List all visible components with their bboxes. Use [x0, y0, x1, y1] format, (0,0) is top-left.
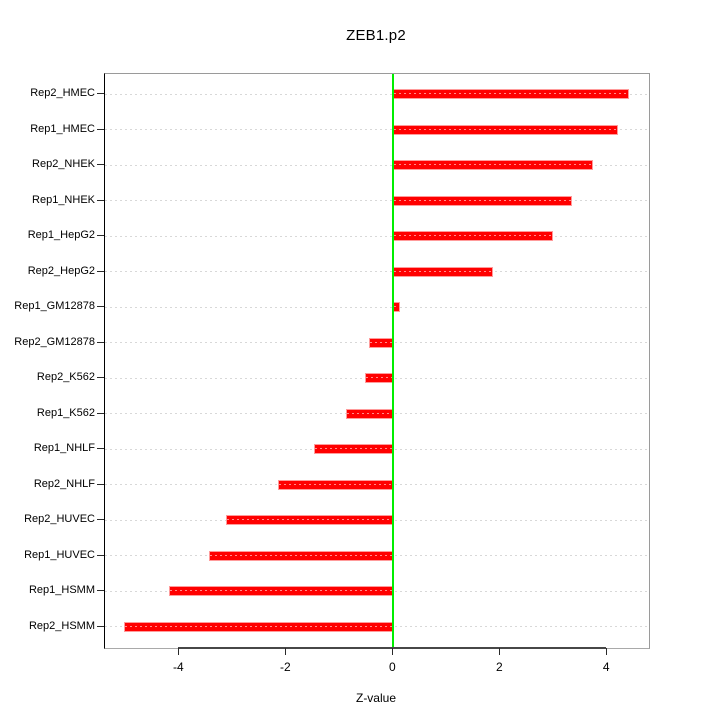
bar-grid-dash [394, 306, 399, 308]
bar [368, 337, 394, 348]
y-axis-tick [97, 377, 104, 379]
bar [364, 373, 394, 384]
x-tick-label: -4 [173, 660, 184, 674]
bar-grid-dash [314, 448, 393, 450]
category-label: Rep2_HMEC [30, 87, 95, 99]
gridline [105, 93, 649, 95]
y-axis-tick [97, 306, 104, 308]
bar-grid-dash [369, 341, 393, 343]
bar [225, 515, 394, 526]
category-label: Rep1_K562 [36, 406, 95, 419]
x-axis-label: Z-value [355, 691, 396, 705]
category-label: Rep2_K562 [36, 371, 95, 384]
x-axis-tick [499, 648, 501, 655]
bar-grid-dash [394, 164, 592, 166]
bar [208, 550, 394, 561]
y-axis-tick [97, 235, 104, 237]
bar-grid-dash [278, 483, 393, 485]
y-axis-tick [97, 483, 104, 485]
category-label: Rep1_HSMM [28, 584, 95, 597]
x-tick-label: 2 [495, 660, 503, 674]
y-axis-tick [97, 554, 104, 556]
plot-area [104, 73, 650, 649]
category-label: Rep1_HMEC [30, 122, 95, 135]
bar [393, 124, 618, 135]
gridline [105, 164, 649, 166]
y-axis-tick [97, 93, 104, 94]
category-label: Rep2_HUVEC [24, 513, 95, 526]
bar [313, 444, 394, 455]
y-axis-tick [97, 128, 104, 130]
gridline [105, 200, 649, 202]
chart-title: ZEB1.p2 [346, 27, 406, 44]
x-axis-tick [392, 648, 394, 655]
bar-grid-dash [394, 270, 492, 272]
bar-grid-dash [365, 377, 393, 379]
x-tick-label: 4 [602, 660, 610, 674]
y-axis-tick [97, 448, 104, 450]
bar-grid-dash [346, 412, 393, 414]
bar-grid-dash [209, 554, 393, 556]
x-axis-line [178, 647, 607, 649]
bar-grid-dash [169, 590, 393, 592]
x-axis-tick [178, 648, 180, 655]
bar [277, 479, 394, 490]
bar [168, 586, 394, 597]
bar-grid-dash [394, 235, 552, 237]
bar [393, 231, 553, 242]
y-axis-tick [97, 341, 104, 343]
bar-grid-dash [394, 93, 628, 94]
category-label: Rep2_HSMM [28, 619, 95, 632]
bar-grid-dash [394, 128, 617, 130]
gridline [105, 271, 649, 273]
category-label: Rep2_GM12878 [14, 335, 95, 348]
gridline [105, 129, 649, 131]
bar [345, 408, 394, 419]
bar [123, 621, 394, 632]
y-axis-tick [97, 199, 104, 201]
bar-grid-dash [226, 519, 393, 521]
bar-grid-dash [394, 199, 571, 201]
y-axis-tick [97, 412, 104, 414]
y-axis-tick [97, 164, 104, 166]
category-label: Rep2_NHEK [32, 158, 95, 171]
x-tick-label: -2 [279, 660, 291, 674]
bar [393, 195, 572, 206]
bar [393, 89, 629, 99]
category-label: Rep1_NHEK [32, 193, 95, 206]
bar [393, 266, 493, 277]
y-axis-tick [97, 625, 104, 627]
bar [393, 160, 593, 171]
x-axis-tick [285, 648, 287, 655]
category-label: Rep1_NHLF [33, 442, 95, 455]
zero-line [392, 74, 395, 648]
category-label: Rep2_NHLF [33, 477, 95, 490]
bar-grid-dash [124, 625, 393, 627]
category-label: Rep1_HepG2 [27, 229, 95, 242]
y-axis-tick [97, 590, 104, 592]
gridline [105, 306, 649, 308]
x-axis-tick [606, 648, 608, 655]
y-axis-tick [97, 270, 104, 272]
category-label: Rep2_HepG2 [27, 264, 95, 277]
category-label: Rep1_GM12878 [14, 300, 95, 313]
category-label: Rep1_HUVEC [24, 548, 95, 561]
x-tick-label: 0 [388, 660, 396, 674]
gridline [105, 235, 649, 237]
y-axis-tick [97, 519, 104, 521]
